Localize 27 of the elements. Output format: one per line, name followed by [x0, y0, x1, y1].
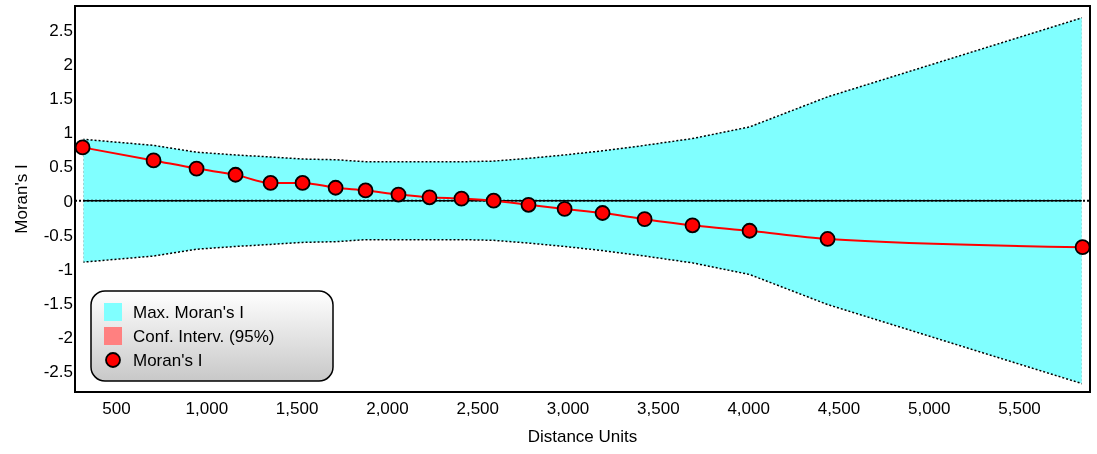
y-tick-label: 2.5 [49, 20, 73, 40]
y-tick-label: 1 [63, 123, 73, 143]
x-tick-label: 4,500 [817, 399, 861, 418]
x-tick-label: 1,000 [185, 399, 229, 418]
y-tick-label: 0 [63, 191, 73, 211]
x-tick-label: 500 [102, 399, 131, 418]
x-tick-label: 1,500 [275, 399, 319, 418]
x-tick-label: 5,500 [998, 399, 1041, 418]
x-tick-label: 2,000 [366, 399, 409, 418]
y-tick-label: -0.5 [43, 225, 73, 245]
y-tick-label: -1 [57, 259, 73, 279]
x-tick-label: 4,000 [727, 399, 770, 418]
y-tick-label: 0.5 [49, 157, 73, 177]
y-axis-title: Moran's I [12, 164, 31, 234]
y-tick-label: -1.5 [43, 294, 73, 314]
x-axis-title: Distance Units [527, 427, 638, 446]
legend-label: Max. Moran's I [133, 302, 244, 322]
y-tick-label: -2 [57, 328, 73, 348]
x-tick-label: 3,500 [637, 399, 680, 418]
legend-label: Moran's I [133, 350, 203, 370]
legend-label: Conf. Interv. (95%) [133, 326, 275, 346]
y-tick-label: -2.5 [43, 362, 73, 382]
y-tick-label: 1.5 [49, 89, 73, 109]
x-tick-label: 5,000 [907, 399, 951, 418]
y-tick-label: 2 [63, 55, 73, 75]
x-tick-label: 2,500 [456, 399, 500, 418]
x-tick-label: 3,000 [546, 399, 590, 418]
